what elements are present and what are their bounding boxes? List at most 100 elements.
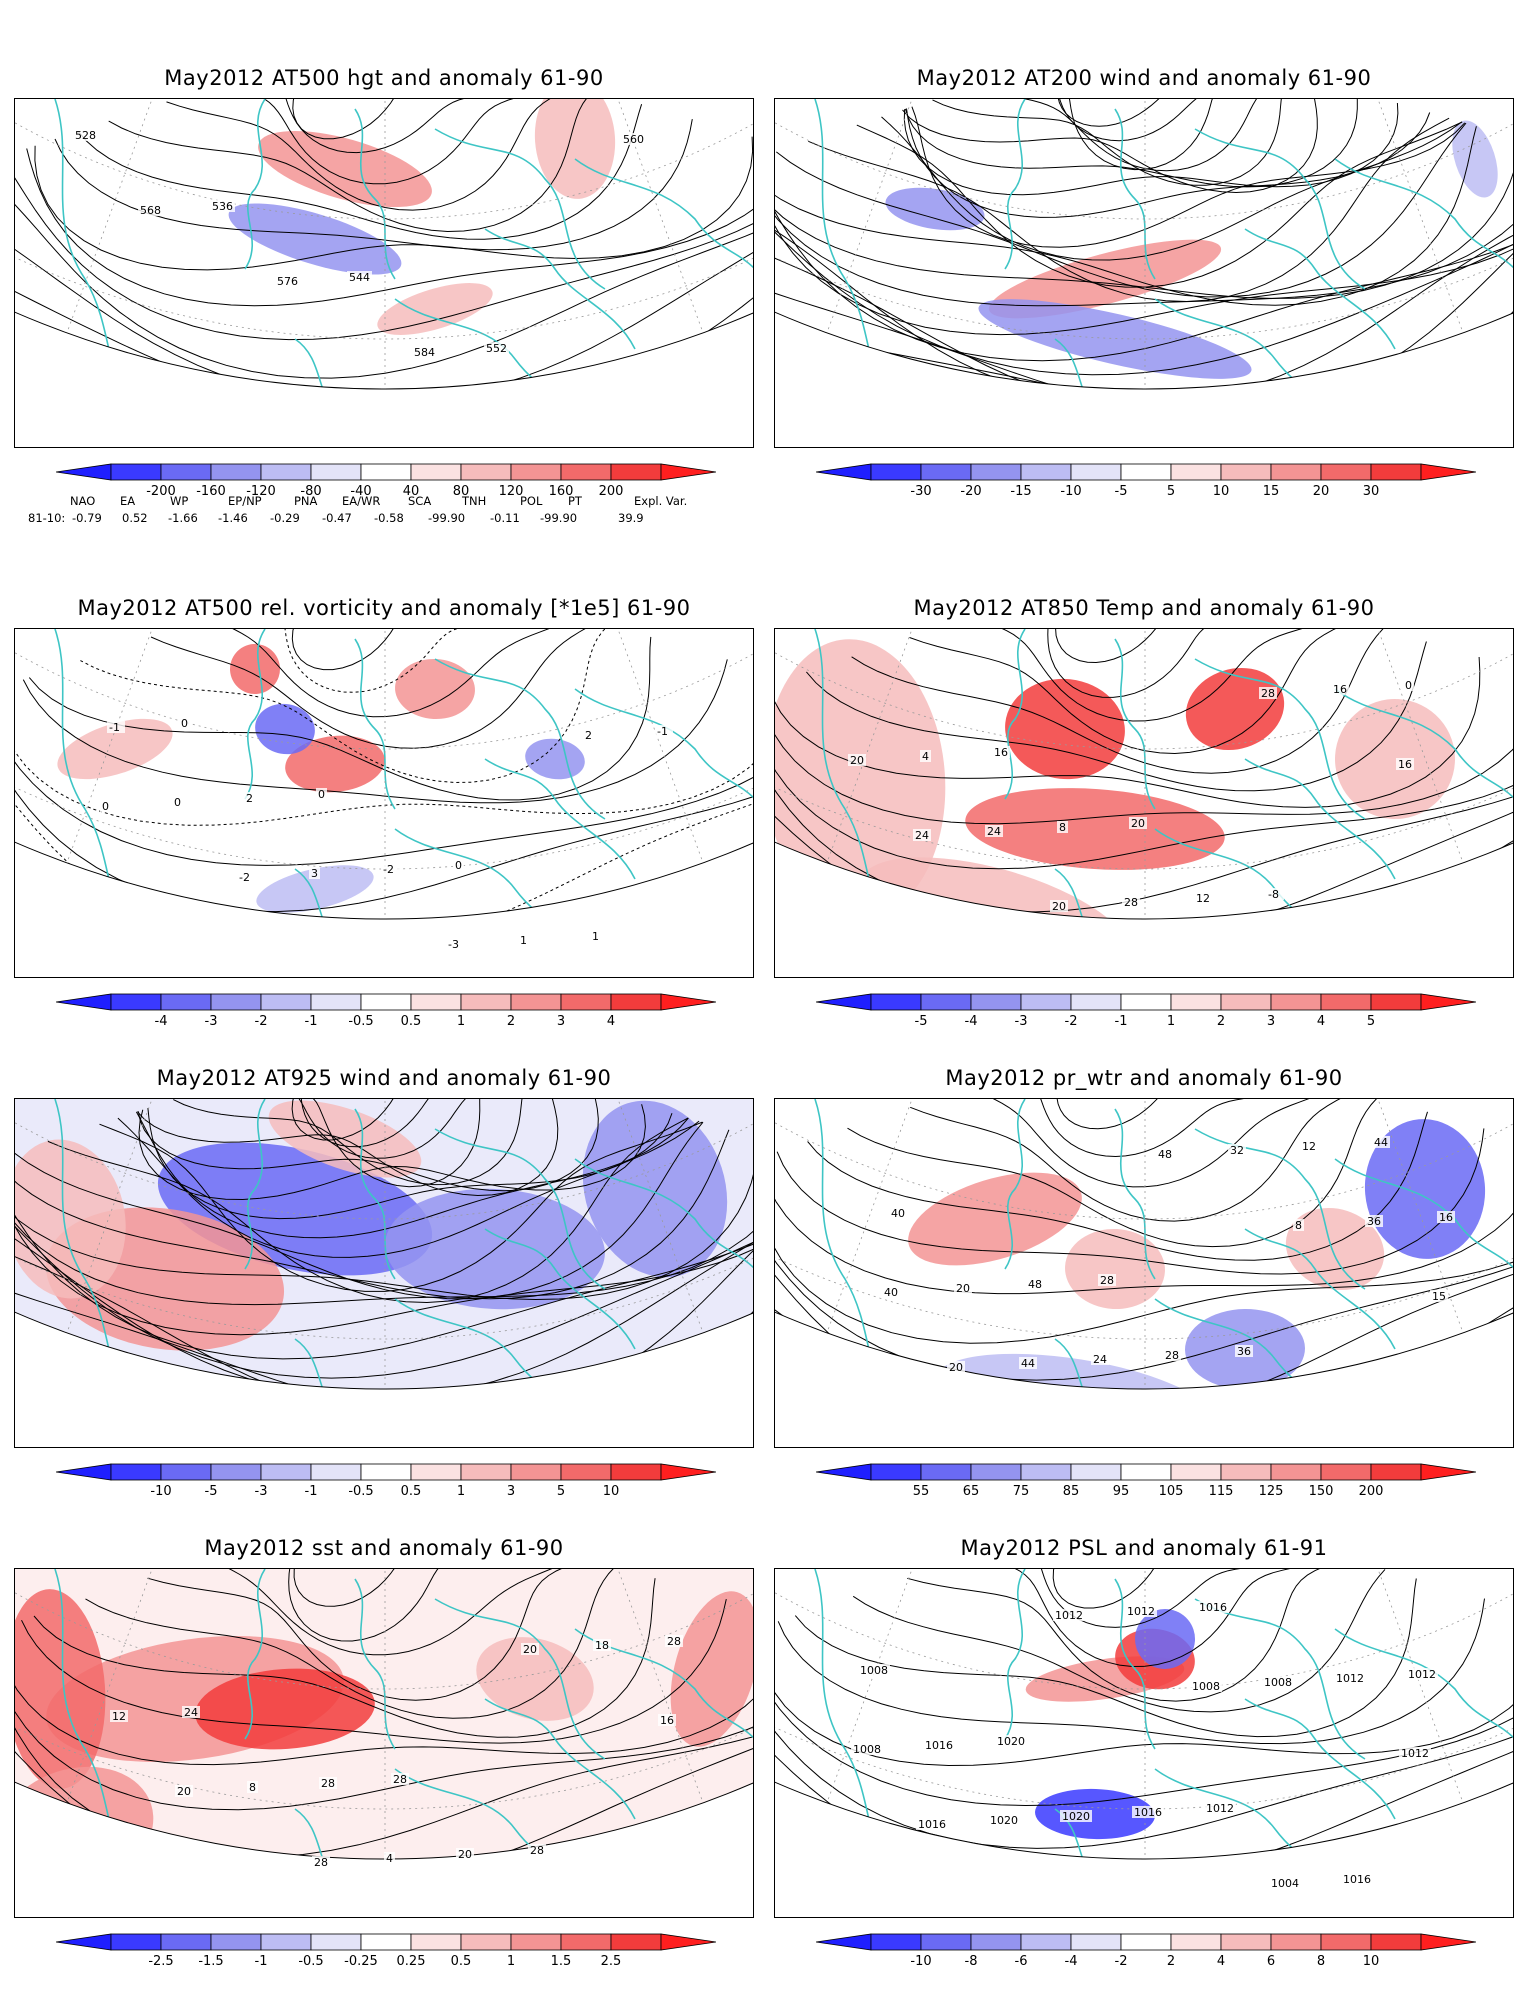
colorbar-tick-label: 3 [506,1484,516,1499]
contour-line [902,99,1318,194]
contour-label: 20 [1131,817,1145,830]
contour-label-bg [848,754,866,766]
contour-label: 24 [987,825,1001,838]
contour-label: 1020 [990,1814,1018,1827]
tele-header: EP/NP [228,493,262,508]
contour-line [292,99,549,140]
colorbar-swatch [1320,993,1372,1011]
contour-label-bg [1026,1278,1044,1290]
colorbar-swatch [310,1463,362,1481]
contour-label: 40 [884,1286,898,1299]
colorbar: -200 -160 -120 -80 -40 40 80 120 160 200 [56,462,716,502]
graticule [775,629,1513,919]
contour-label: 20 [956,1282,970,1295]
map-200wind [774,98,1514,448]
graticule [15,1099,753,1389]
contour-line [775,677,1513,825]
colorbar-tick-label: -4 [964,1014,978,1029]
colorbar-swatch [1120,463,1172,481]
colorbar-tick-label: 3 [1266,1014,1276,1029]
contour-label-bg [1266,888,1284,900]
colorbar-swatch [310,993,362,1011]
contour-label: 1016 [1199,1601,1227,1614]
contour-line [47,1117,689,1304]
colorbar-tick-label: -5 [204,1484,218,1499]
coastline [1154,1768,1376,1859]
meridian [1377,99,1464,334]
contour-label: 1020 [997,1735,1025,1748]
panel-title: May2012 AT925 wind and anomaly 61-90 [156,1066,612,1090]
hemisphere-boundary [775,841,1513,920]
contour-line [77,104,643,240]
coastline [434,1128,606,1290]
contour-label: 48 [1028,1278,1042,1291]
contour-line [881,116,1463,261]
contour-line [775,1632,1513,1807]
contour-line [15,1138,753,1301]
contour-label: 1012 [1408,1668,1436,1681]
hemisphere-boundary [775,1311,1513,1390]
map-area [15,1569,753,1859]
coastlines [814,99,1513,389]
contour-label: 1012 [1055,1609,1083,1622]
contour-line [15,1121,704,1300]
contour-line [207,1569,580,1656]
anomaly-shading [885,187,985,231]
colorbar-swatch [410,993,462,1011]
contour-label: 0 [455,859,462,872]
contour-label-bg [988,1814,1020,1826]
colorbar-swatch [1170,993,1222,1011]
contour-label-bg [247,1781,258,1793]
colorbar-swatches [56,1463,716,1481]
colorbar-swatch [920,1933,972,1951]
contour-line [775,176,1513,389]
contour-label-bg [1098,1274,1116,1286]
contour-line [80,629,610,784]
contour-label: 28 [321,1777,335,1790]
graticule [775,99,1513,389]
contour-line [15,699,753,913]
meridian [66,99,153,334]
contour-line [108,99,595,233]
contour-label: 4 [386,1852,393,1865]
colorbar-swatch [1220,993,1272,1011]
contour-label-bg [1293,1219,1304,1231]
colorbar-tick-label: -0.5 [298,1954,324,1969]
colorbar-swatch [1320,1463,1372,1481]
contour-line [28,636,652,801]
contour-lines [775,99,1513,389]
coastline [354,1108,396,1280]
coastline [1154,298,1376,389]
contour-label-bg [456,1848,474,1860]
colorbar-tick-label: -40 [350,484,372,499]
colorbar-swatch [1270,1463,1322,1481]
contour-label: 1016 [1134,1806,1162,1819]
map-area [15,99,753,389]
tele-header: PT [568,493,582,508]
colorbar-swatch [160,993,212,1011]
coastline [1334,688,1513,800]
colorbar-swatch [510,993,562,1011]
coastline [1154,1298,1376,1389]
coastline [1054,1338,1116,1389]
colorbar-arrow-low [56,1933,112,1951]
coastline [54,1569,146,1859]
contour-label-bg [1262,1676,1294,1688]
colorbar-tick-label: -4 [154,1014,168,1029]
map-area [775,629,1513,919]
coastline [394,1768,616,1859]
contour-label: 20 [177,1785,191,1798]
colorbar-swatch [210,993,262,1011]
colorbar-tick-label: -80 [300,484,322,499]
contour-label-bg [590,930,601,942]
coastline [1194,128,1366,290]
coastline [574,688,753,800]
contour-lines [775,1099,1513,1389]
contour-line [775,150,1513,307]
colorbar-tick-label: -5 [1114,484,1128,499]
contour-label-bg [309,867,320,879]
colorbar-tick-label: 80 [452,484,470,499]
anomaly-shading [1035,1788,1155,1840]
contour-line [99,1121,703,1292]
meridian [617,1569,704,1804]
